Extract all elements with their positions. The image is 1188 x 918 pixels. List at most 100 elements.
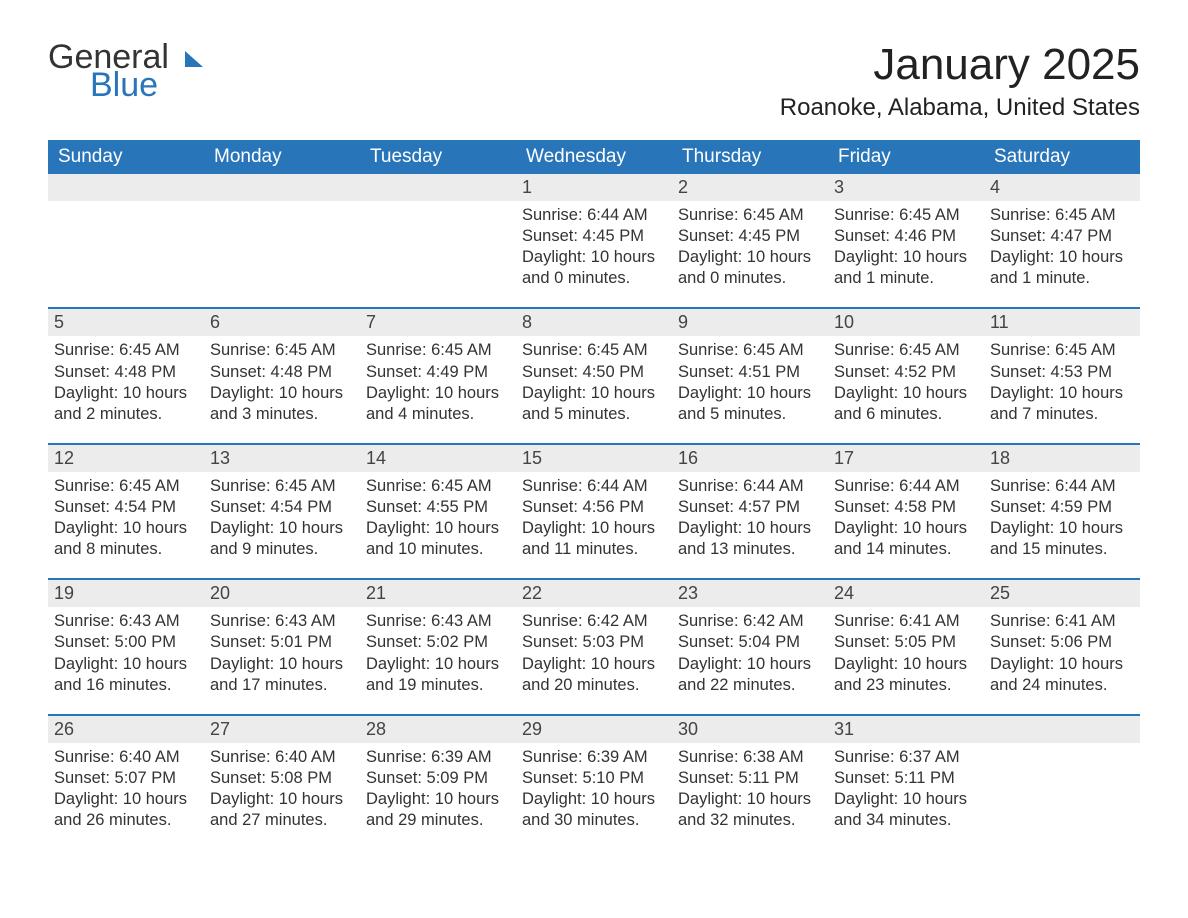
day-details: Sunrise: 6:45 AMSunset: 4:54 PMDaylight:…	[210, 476, 354, 560]
calendar-cell: 5Sunrise: 6:45 AMSunset: 4:48 PMDaylight…	[48, 309, 204, 442]
day-number: 30	[672, 716, 828, 743]
calendar-cell: 21Sunrise: 6:43 AMSunset: 5:02 PMDayligh…	[360, 580, 516, 713]
day-number: 4	[984, 174, 1140, 201]
calendar-cell: 8Sunrise: 6:45 AMSunset: 4:50 PMDaylight…	[516, 309, 672, 442]
day-number: 15	[516, 445, 672, 472]
day-header: Friday	[828, 140, 984, 174]
day-header: Thursday	[672, 140, 828, 174]
day-header-row: SundayMondayTuesdayWednesdayThursdayFrid…	[48, 140, 1140, 174]
logo: General Blue	[48, 40, 203, 102]
day-number	[360, 174, 516, 201]
day-number: 9	[672, 309, 828, 336]
day-header: Wednesday	[516, 140, 672, 174]
day-details: Sunrise: 6:45 AMSunset: 4:50 PMDaylight:…	[522, 340, 666, 424]
day-details: Sunrise: 6:38 AMSunset: 5:11 PMDaylight:…	[678, 747, 822, 831]
calendar-cell: 2Sunrise: 6:45 AMSunset: 4:45 PMDaylight…	[672, 174, 828, 307]
day-number	[984, 716, 1140, 743]
day-details: Sunrise: 6:44 AMSunset: 4:56 PMDaylight:…	[522, 476, 666, 560]
day-details: Sunrise: 6:43 AMSunset: 5:01 PMDaylight:…	[210, 611, 354, 695]
week-row: 12Sunrise: 6:45 AMSunset: 4:54 PMDayligh…	[48, 443, 1140, 578]
calendar-cell: 3 Sunrise: 6:45 AMSunset: 4:46 PMDaylight…	[828, 174, 984, 307]
calendar-cell: 6Sunrise: 6:45 AMSunset: 4:48 PMDaylight…	[204, 309, 360, 442]
day-details: Sunrise: 6:43 AMSunset: 5:00 PMDaylight:…	[54, 611, 198, 695]
logo-flag-icon	[173, 49, 203, 69]
calendar-cell: 11 Sunrise: 6:45 AMSunset: 4:53 PMDayligh…	[984, 309, 1140, 442]
day-number: 11	[984, 309, 1140, 336]
calendar-cell: 19 Sunrise: 6:43 AMSunset: 5:00 PMDayligh…	[48, 580, 204, 713]
calendar-cell: 27Sunrise: 6:40 AMSunset: 5:08 PMDayligh…	[204, 716, 360, 849]
location-text: Roanoke, Alabama, United States	[780, 94, 1140, 122]
day-details: Sunrise: 6:45 AMSunset: 4:55 PMDaylight:…	[366, 476, 510, 560]
day-header: Saturday	[984, 140, 1140, 174]
calendar-cell: 17 Sunrise: 6:44 AMSunset: 4:58 PMDayligh…	[828, 445, 984, 578]
day-number: 18	[984, 445, 1140, 472]
day-number: 16	[672, 445, 828, 472]
day-header: Sunday	[48, 140, 204, 174]
day-number: 21	[360, 580, 516, 607]
day-number: 29	[516, 716, 672, 743]
day-details: Sunrise: 6:45 AMSunset: 4:53 PMDaylight:…	[990, 340, 1134, 424]
day-number	[48, 174, 204, 201]
calendar-cell: 23 Sunrise: 6:42 AMSunset: 5:04 PMDayligh…	[672, 580, 828, 713]
calendar-cell: 20 Sunrise: 6:43 AMSunset: 5:01 PMDayligh…	[204, 580, 360, 713]
calendar-cell	[48, 174, 204, 307]
calendar-cell: 31 Sunrise: 6:37 AMSunset: 5:11 PMDayligh…	[828, 716, 984, 849]
day-details: Sunrise: 6:45 AMSunset: 4:54 PMDaylight:…	[54, 476, 198, 560]
day-details: Sunrise: 6:40 AMSunset: 5:07 PMDaylight:…	[54, 747, 198, 831]
day-details: Sunrise: 6:45 AMSunset: 4:45 PMDaylight:…	[678, 205, 822, 289]
day-number: 22	[516, 580, 672, 607]
calendar-cell: 18Sunrise: 6:44 AMSunset: 4:59 PMDayligh…	[984, 445, 1140, 578]
day-details: Sunrise: 6:37 AMSunset: 5:11 PMDaylight:…	[834, 747, 978, 831]
day-header: Tuesday	[360, 140, 516, 174]
calendar-cell: 13 Sunrise: 6:45 AMSunset: 4:54 PMDayligh…	[204, 445, 360, 578]
calendar-cell	[204, 174, 360, 307]
day-details: Sunrise: 6:45 AMSunset: 4:51 PMDaylight:…	[678, 340, 822, 424]
calendar: SundayMondayTuesdayWednesdayThursdayFrid…	[48, 140, 1140, 849]
day-number: 3	[828, 174, 984, 201]
calendar-cell: 28 Sunrise: 6:39 AMSunset: 5:09 PMDayligh…	[360, 716, 516, 849]
calendar-cell: 25 Sunrise: 6:41 AMSunset: 5:06 PMDayligh…	[984, 580, 1140, 713]
day-number	[204, 174, 360, 201]
week-row: 19 Sunrise: 6:43 AMSunset: 5:00 PMDayligh…	[48, 578, 1140, 713]
day-number: 13	[204, 445, 360, 472]
day-number: 31	[828, 716, 984, 743]
calendar-cell: 4 Sunrise: 6:45 AMSunset: 4:47 PMDaylight…	[984, 174, 1140, 307]
week-row: 1Sunrise: 6:44 AMSunset: 4:45 PMDaylight…	[48, 174, 1140, 307]
day-details: Sunrise: 6:39 AMSunset: 5:10 PMDaylight:…	[522, 747, 666, 831]
calendar-cell: 15 Sunrise: 6:44 AMSunset: 4:56 PMDayligh…	[516, 445, 672, 578]
calendar-cell: 29 Sunrise: 6:39 AMSunset: 5:10 PMDayligh…	[516, 716, 672, 849]
calendar-cell: 16 Sunrise: 6:44 AMSunset: 4:57 PMDayligh…	[672, 445, 828, 578]
day-number: 23	[672, 580, 828, 607]
day-details: Sunrise: 6:45 AMSunset: 4:49 PMDaylight:…	[366, 340, 510, 424]
calendar-cell: 12Sunrise: 6:45 AMSunset: 4:54 PMDayligh…	[48, 445, 204, 578]
calendar-cell: 26Sunrise: 6:40 AMSunset: 5:07 PMDayligh…	[48, 716, 204, 849]
day-details: Sunrise: 6:45 AMSunset: 4:48 PMDaylight:…	[210, 340, 354, 424]
calendar-cell: 9 Sunrise: 6:45 AMSunset: 4:51 PMDaylight…	[672, 309, 828, 442]
calendar-cell: 1Sunrise: 6:44 AMSunset: 4:45 PMDaylight…	[516, 174, 672, 307]
day-details: Sunrise: 6:45 AMSunset: 4:46 PMDaylight:…	[834, 205, 978, 289]
day-number: 10	[828, 309, 984, 336]
day-number: 28	[360, 716, 516, 743]
day-number: 7	[360, 309, 516, 336]
day-details: Sunrise: 6:42 AMSunset: 5:04 PMDaylight:…	[678, 611, 822, 695]
day-details: Sunrise: 6:44 AMSunset: 4:57 PMDaylight:…	[678, 476, 822, 560]
day-number: 19	[48, 580, 204, 607]
day-details: Sunrise: 6:39 AMSunset: 5:09 PMDaylight:…	[366, 747, 510, 831]
day-details: Sunrise: 6:41 AMSunset: 5:05 PMDaylight:…	[834, 611, 978, 695]
page-header: General Blue January 2025 Roanoke, Alaba…	[48, 40, 1140, 122]
calendar-cell: 14Sunrise: 6:45 AMSunset: 4:55 PMDayligh…	[360, 445, 516, 578]
day-number: 25	[984, 580, 1140, 607]
day-details: Sunrise: 6:42 AMSunset: 5:03 PMDaylight:…	[522, 611, 666, 695]
day-details: Sunrise: 6:45 AMSunset: 4:47 PMDaylight:…	[990, 205, 1134, 289]
day-details: Sunrise: 6:41 AMSunset: 5:06 PMDaylight:…	[990, 611, 1134, 695]
day-details: Sunrise: 6:40 AMSunset: 5:08 PMDaylight:…	[210, 747, 354, 831]
month-title: January 2025	[780, 40, 1140, 90]
calendar-cell	[360, 174, 516, 307]
day-number: 20	[204, 580, 360, 607]
day-details: Sunrise: 6:45 AMSunset: 4:52 PMDaylight:…	[834, 340, 978, 424]
day-details: Sunrise: 6:45 AMSunset: 4:48 PMDaylight:…	[54, 340, 198, 424]
day-number: 24	[828, 580, 984, 607]
calendar-cell: 22 Sunrise: 6:42 AMSunset: 5:03 PMDayligh…	[516, 580, 672, 713]
day-number: 17	[828, 445, 984, 472]
day-details: Sunrise: 6:44 AMSunset: 4:58 PMDaylight:…	[834, 476, 978, 560]
